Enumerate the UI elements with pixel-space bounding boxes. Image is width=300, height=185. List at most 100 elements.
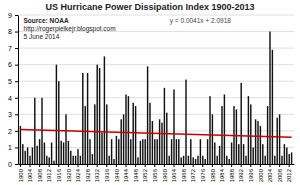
bar [101, 133, 102, 164]
annotations: Source: NOAAhttp://rogerpielkejr.blogspo… [24, 17, 116, 40]
bar [63, 142, 64, 164]
tick-mark [154, 164, 155, 167]
y-tick: 1 [8, 144, 18, 151]
bar [202, 156, 203, 164]
x-tick: 2004 [267, 164, 273, 182]
bar [185, 80, 186, 164]
bar [137, 157, 138, 164]
tick-label: 0 [8, 161, 12, 168]
bar [53, 161, 54, 164]
bar [286, 147, 287, 164]
bar [236, 109, 237, 164]
bar [262, 144, 263, 164]
bar [200, 139, 201, 164]
grid-line [18, 15, 294, 16]
tick-mark [145, 164, 146, 167]
tick-mark [164, 164, 165, 167]
bar [32, 147, 33, 164]
tick-label: 1988 [229, 168, 235, 182]
grid-line [18, 48, 294, 49]
tick-label: 1980 [210, 168, 216, 182]
bar [120, 119, 121, 164]
x-tick: 1908 [37, 164, 43, 182]
y-tick: 3 [8, 111, 18, 118]
bar [231, 142, 232, 164]
bar [96, 65, 97, 164]
x-tick: 1984 [219, 164, 225, 182]
tick-mark [15, 147, 18, 148]
bar [152, 121, 153, 164]
title: US Hurricane Power Dissipation Index 190… [45, 2, 254, 12]
bar [171, 139, 172, 164]
tick-mark [20, 164, 21, 167]
bar [260, 126, 261, 164]
tick-label: 9 [8, 12, 12, 19]
bar [216, 156, 217, 164]
tick-label: 1900 [18, 168, 24, 182]
bar [240, 83, 241, 164]
bar [60, 141, 61, 164]
grid [18, 15, 294, 164]
tick-mark [279, 164, 280, 167]
tick-label: 1996 [248, 168, 254, 182]
tick-label: 1916 [56, 168, 62, 182]
bar [188, 156, 189, 164]
x-tick: 1992 [238, 164, 244, 182]
chart: 1900190419081912191619201924192819321936… [0, 0, 300, 185]
x-tick: 1932 [94, 164, 100, 182]
tick-label: 2004 [267, 168, 273, 182]
trend-label: y = 0.0041x + 2.0918 [170, 17, 231, 25]
grid-line [18, 64, 294, 65]
bar [84, 106, 85, 164]
bar [168, 156, 169, 164]
x-tick: 1900 [18, 164, 24, 182]
bar [118, 139, 119, 164]
x-tick: 1916 [56, 164, 62, 182]
tick-mark [116, 164, 117, 167]
tick-mark [15, 98, 18, 99]
bar [75, 156, 76, 164]
bar [34, 98, 35, 164]
bar [135, 106, 136, 164]
x-tick: 1996 [248, 164, 254, 182]
tick-mark [212, 164, 213, 167]
bar [214, 142, 215, 164]
bar [159, 119, 160, 164]
bar [274, 156, 275, 164]
bar [161, 123, 162, 164]
bar [65, 114, 66, 164]
y-tick: 6 [8, 61, 18, 68]
bar [156, 139, 157, 164]
tick-label: 1932 [94, 168, 100, 182]
tick-mark [126, 164, 127, 167]
x-tick: 1912 [46, 164, 52, 182]
x-tick: 1944 [123, 164, 129, 182]
bar [94, 104, 95, 164]
bar [252, 147, 253, 164]
bar [111, 139, 112, 164]
bar [190, 139, 191, 164]
tick-label: 1992 [238, 168, 244, 182]
bar [29, 156, 30, 164]
bar [113, 159, 114, 164]
tick-mark [97, 164, 98, 167]
bar [284, 144, 285, 164]
bar [70, 151, 71, 164]
bar [281, 156, 282, 164]
bar [48, 157, 49, 164]
bar [108, 156, 109, 164]
x-tick: 2008 [277, 164, 283, 182]
x-tick: 1928 [85, 164, 91, 182]
bar [267, 106, 268, 164]
bar [228, 159, 229, 164]
x-tick: 2000 [258, 164, 264, 182]
tick-mark [106, 164, 107, 167]
y-tick: 0 [8, 161, 18, 168]
bar [144, 139, 145, 164]
bar [147, 66, 148, 164]
tick-label: 1940 [114, 168, 120, 182]
bar [154, 139, 155, 164]
bar [80, 156, 81, 164]
bar [142, 139, 143, 164]
tick-label: 1984 [219, 168, 225, 182]
